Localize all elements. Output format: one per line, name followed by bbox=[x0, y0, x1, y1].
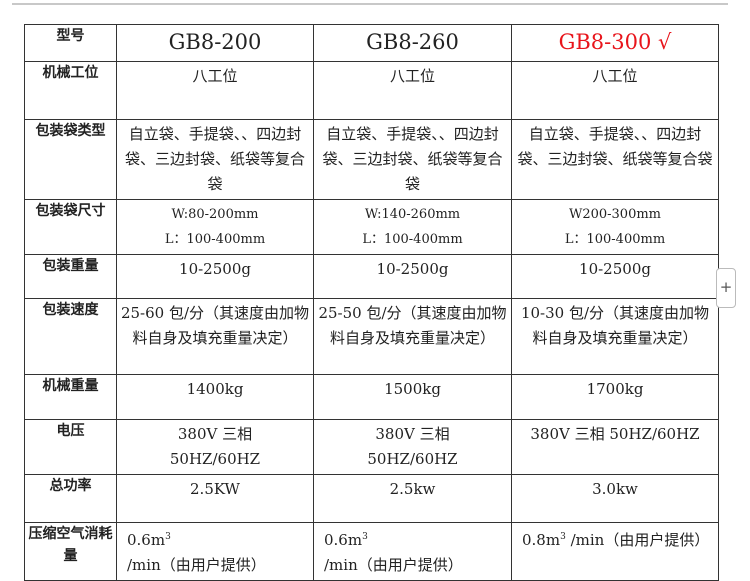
power-3: 3.0kw bbox=[511, 474, 719, 523]
header-machine-weight: 机械重量 bbox=[24, 374, 117, 420]
row-speed: 包装速度 25-60 包/分（其速度由加物料自身及填充重量决定） 25-50 包… bbox=[24, 298, 719, 375]
row-station: 机械工位 八工位 八工位 八工位 bbox=[24, 61, 719, 120]
row-machine-weight: 机械重量 1400kg 1500kg 1700kg bbox=[24, 374, 719, 420]
bag-length: L：100-400mm bbox=[362, 232, 463, 247]
pack-weight-3: 10-2500g bbox=[511, 254, 719, 299]
bag-width: W:140-260mm bbox=[364, 207, 461, 222]
bag-width: W:80-200mm bbox=[171, 207, 259, 222]
bag-type-2: 自立袋、手提袋、、四边封袋、三边封袋、纸袋等复合袋 bbox=[313, 119, 512, 200]
air-unit: /min（由用户提供） bbox=[324, 556, 463, 574]
air-unit: /min（由用户提供） bbox=[565, 531, 710, 549]
bag-length: L：100-400mm bbox=[164, 232, 266, 247]
bag-size-1: W:80-200mm L：100-400mm bbox=[116, 199, 314, 255]
bag-type-3: 自立袋、手提袋、、四边封袋、三边封袋、纸袋等复合袋 bbox=[511, 119, 719, 200]
bag-width: W200-300mm bbox=[568, 207, 662, 222]
model-3-selected: GB8-300 √ bbox=[511, 24, 719, 62]
machine-weight-2: 1500kg bbox=[313, 374, 512, 420]
header-voltage: 电压 bbox=[24, 419, 117, 475]
voltage-2: 380V 三相 50HZ/60HZ bbox=[313, 419, 512, 475]
air-value: 0.6m bbox=[127, 531, 166, 549]
row-bag-type: 包装袋类型 自立袋、手提袋、、四边封袋、三边封袋、纸袋等复合袋 自立袋、手提袋、… bbox=[24, 119, 719, 200]
bag-length: L：100-400mm bbox=[564, 232, 666, 247]
air-1: 0.6m3 /min（由用户提供） bbox=[116, 522, 314, 581]
voltage-3: 380V 三相 50HZ/60HZ bbox=[511, 419, 719, 475]
air-value: 0.8m bbox=[522, 531, 561, 549]
row-pack-weight: 包装重量 10-2500g 10-2500g 10-2500g bbox=[24, 254, 719, 299]
model-1: GB8-200 bbox=[116, 24, 314, 62]
speed-3: 10-30 包/分（其速度由加物料自身及填充重量决定） bbox=[511, 298, 719, 375]
speed-2: 25-50 包/分（其速度由加物料自身及填充重量决定） bbox=[313, 298, 512, 375]
row-model: 型号 GB8-200 GB8-260 GB8-300 √ bbox=[24, 24, 719, 62]
model-2: GB8-260 bbox=[313, 24, 512, 62]
header-bag-type: 包装袋类型 bbox=[24, 119, 117, 200]
row-air: 压缩空气消耗量 0.6m3 /min（由用户提供） 0.6m3 /min（由用户… bbox=[24, 522, 719, 581]
header-station: 机械工位 bbox=[24, 61, 117, 120]
air-exponent: 3 bbox=[362, 532, 368, 542]
machine-weight-1: 1400kg bbox=[116, 374, 314, 420]
bag-size-3: W200-300mm L：100-400mm bbox=[511, 199, 719, 255]
power-2: 2.5kw bbox=[313, 474, 512, 523]
header-speed: 包装速度 bbox=[24, 298, 117, 375]
spec-table: 型号 GB8-200 GB8-260 GB8-300 √ 机械工位 八工位 八工… bbox=[24, 24, 719, 581]
air-3: 0.8m3 /min（由用户提供） bbox=[511, 522, 719, 581]
station-3: 八工位 bbox=[511, 61, 719, 120]
header-bag-size: 包装袋尺寸 bbox=[24, 199, 117, 255]
voltage-1: 380V 三相 50HZ/60HZ bbox=[116, 419, 314, 475]
row-power: 总功率 2.5KW 2.5kw 3.0kw bbox=[24, 474, 719, 523]
header-air: 压缩空气消耗量 bbox=[24, 522, 117, 581]
speed-1: 25-60 包/分（其速度由加物料自身及填充重量决定） bbox=[116, 298, 314, 375]
power-1: 2.5KW bbox=[116, 474, 314, 523]
header-power: 总功率 bbox=[24, 474, 117, 523]
station-1: 八工位 bbox=[116, 61, 314, 120]
bag-size-2: W:140-260mm L：100-400mm bbox=[313, 199, 512, 255]
add-column-button[interactable]: + bbox=[716, 268, 736, 308]
pack-weight-1: 10-2500g bbox=[116, 254, 314, 299]
row-bag-size: 包装袋尺寸 W:80-200mm L：100-400mm W:140-260mm L… bbox=[24, 199, 719, 255]
air-unit: /min（由用户提供） bbox=[127, 556, 266, 574]
air-exponent: 3 bbox=[560, 532, 566, 542]
pack-weight-2: 10-2500g bbox=[313, 254, 512, 299]
air-value: 0.6m bbox=[324, 531, 363, 549]
header-pack-weight: 包装重量 bbox=[24, 254, 117, 299]
station-2: 八工位 bbox=[313, 61, 512, 120]
row-voltage: 电压 380V 三相 50HZ/60HZ 380V 三相 50HZ/60HZ 3… bbox=[24, 419, 719, 475]
machine-weight-3: 1700kg bbox=[511, 374, 719, 420]
header-model: 型号 bbox=[24, 24, 117, 62]
bag-type-1: 自立袋、手提袋、、四边封袋、三边封袋、纸袋等复合袋 bbox=[116, 119, 314, 200]
page-top-border bbox=[12, 3, 728, 5]
air-2: 0.6m3 /min（由用户提供） bbox=[313, 522, 512, 581]
air-exponent: 3 bbox=[165, 532, 171, 542]
